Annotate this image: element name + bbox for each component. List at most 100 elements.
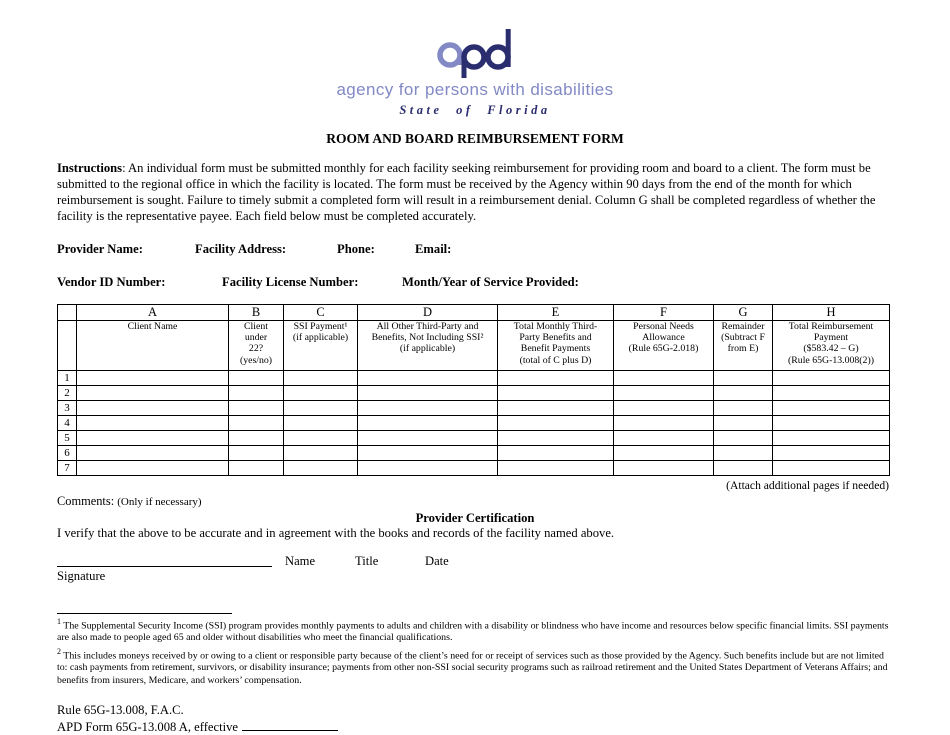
cell-7d[interactable] — [357, 459, 498, 476]
cell-5b[interactable] — [228, 429, 284, 446]
cell-2a[interactable] — [76, 384, 229, 401]
cell-3d[interactable] — [357, 399, 498, 416]
cell-7h[interactable] — [772, 459, 890, 476]
footnote-2-text: This includes moneys received by or owin… — [57, 650, 888, 686]
cell-6d[interactable] — [357, 444, 498, 461]
header-client-under-22: Client under 22? (yes/no) — [228, 319, 284, 371]
cell-1b[interactable] — [228, 369, 284, 386]
footnote-separator — [57, 612, 232, 614]
cell-2g[interactable] — [713, 384, 773, 401]
effective-date-blank[interactable] — [241, 718, 338, 732]
cell-3f[interactable] — [613, 399, 714, 416]
cell-4h[interactable] — [772, 414, 890, 431]
rule-citation: Rule 65G-13.008, F.A.C. — [57, 703, 184, 718]
cell-2e[interactable] — [497, 384, 614, 401]
cell-5h[interactable] — [772, 429, 890, 446]
table-row-5: 5 — [57, 429, 890, 446]
form-footer: Rule 65G-13.008, F.A.C. APD Form 65G-13.… — [57, 703, 950, 735]
cell-5e[interactable] — [497, 429, 614, 446]
column-header-row: Client Name Client under 22? (yes/no) SS… — [57, 319, 890, 371]
cell-4g[interactable] — [713, 414, 773, 431]
row-number: 3 — [57, 399, 77, 416]
cell-3c[interactable] — [283, 399, 358, 416]
comments-line: Comments: (Only if necessary) — [57, 494, 950, 509]
instructions-label: Instructions — [57, 161, 123, 175]
cell-6f[interactable] — [613, 444, 714, 461]
cell-4b[interactable] — [228, 414, 284, 431]
cell-1c[interactable] — [283, 369, 358, 386]
cell-1g[interactable] — [713, 369, 773, 386]
cell-4c[interactable] — [283, 414, 358, 431]
cell-6g[interactable] — [713, 444, 773, 461]
cell-7e[interactable] — [497, 459, 614, 476]
col-letter-c: C — [283, 303, 358, 321]
signature-label: Signature — [57, 568, 106, 583]
form-title: ROOM AND BOARD REIMBURSEMENT FORM — [326, 131, 624, 146]
cell-6b[interactable] — [228, 444, 284, 461]
cell-5c[interactable] — [283, 429, 358, 446]
cell-7g[interactable] — [713, 459, 773, 476]
comments-note: (Only if necessary) — [117, 495, 202, 508]
cell-5d[interactable] — [357, 429, 498, 446]
cell-4e[interactable] — [497, 414, 614, 431]
cell-7c[interactable] — [283, 459, 358, 476]
table-row-4: 4 — [57, 414, 890, 431]
instructions-paragraph: Instructions: An individual form must be… — [57, 161, 893, 225]
cell-7f[interactable] — [613, 459, 714, 476]
form-number-text: APD Form 65G-13.008 A, effective — [57, 720, 238, 735]
cell-4a[interactable] — [76, 414, 229, 431]
cell-3h[interactable] — [772, 399, 890, 416]
header-total-reimbursement: Total Reimbursement Payment ($583.42 – G… — [772, 319, 890, 371]
row-number: 1 — [57, 369, 77, 386]
header-ssi-payment: SSI Payment¹ (if applicable) — [283, 319, 358, 371]
cell-1a[interactable] — [76, 369, 229, 386]
cell-7a[interactable] — [76, 459, 229, 476]
footnotes: 1 The Supplemental Security Income (SSI)… — [57, 616, 893, 688]
cell-2f[interactable] — [613, 384, 714, 401]
footnote-2-marker: 2 — [57, 646, 61, 656]
cell-3b[interactable] — [228, 399, 284, 416]
cell-5g[interactable] — [713, 429, 773, 446]
table-row-6: 6 — [57, 444, 890, 461]
cell-2c[interactable] — [283, 384, 358, 401]
cell-2b[interactable] — [228, 384, 284, 401]
reimbursement-table: A B C D E F G H Client Name Client under… — [57, 303, 890, 476]
cell-3g[interactable] — [713, 399, 773, 416]
signature-line[interactable] — [57, 565, 272, 567]
col-letter-g: G — [713, 303, 773, 321]
cell-6c[interactable] — [283, 444, 358, 461]
header-other-third-party: All Other Third-Party and Benefits, Not … — [357, 319, 498, 371]
month-year-label: Month/Year of Service Provided: — [402, 274, 579, 289]
apd-logo-icon — [437, 29, 511, 78]
cell-2d[interactable] — [357, 384, 498, 401]
cell-1d[interactable] — [357, 369, 498, 386]
footnote-1: 1 The Supplemental Security Income (SSI)… — [57, 616, 893, 645]
cell-4d[interactable] — [357, 414, 498, 431]
footnote-1-text: The Supplemental Security Income (SSI) p… — [57, 619, 889, 644]
cell-3e[interactable] — [497, 399, 614, 416]
cell-3a[interactable] — [76, 399, 229, 416]
col-letter-d: D — [357, 303, 498, 321]
cell-6h[interactable] — [772, 444, 890, 461]
provider-field-row-1: Provider Name: Facility Address: Phone: … — [57, 242, 950, 256]
cell-6e[interactable] — [497, 444, 614, 461]
table-row-1: 1 — [57, 369, 890, 386]
cell-5f[interactable] — [613, 429, 714, 446]
form-header: agency for persons with disabilities Sta… — [0, 0, 950, 147]
cell-1f[interactable] — [613, 369, 714, 386]
cell-6a[interactable] — [76, 444, 229, 461]
row-number: 7 — [57, 459, 77, 476]
facility-license-label: Facility License Number: — [222, 274, 359, 289]
name-label: Name — [285, 553, 316, 568]
table-row-2: 2 — [57, 384, 890, 401]
cell-4f[interactable] — [613, 414, 714, 431]
cell-2h[interactable] — [772, 384, 890, 401]
row-number: 2 — [57, 384, 77, 401]
provider-field-row-2: Vendor ID Number: Facility License Numbe… — [57, 275, 950, 289]
cell-7b[interactable] — [228, 459, 284, 476]
cell-1e[interactable] — [497, 369, 614, 386]
cell-1h[interactable] — [772, 369, 890, 386]
cell-5a[interactable] — [76, 429, 229, 446]
header-remainder: Remainder (Subtract F from E) — [713, 319, 773, 371]
